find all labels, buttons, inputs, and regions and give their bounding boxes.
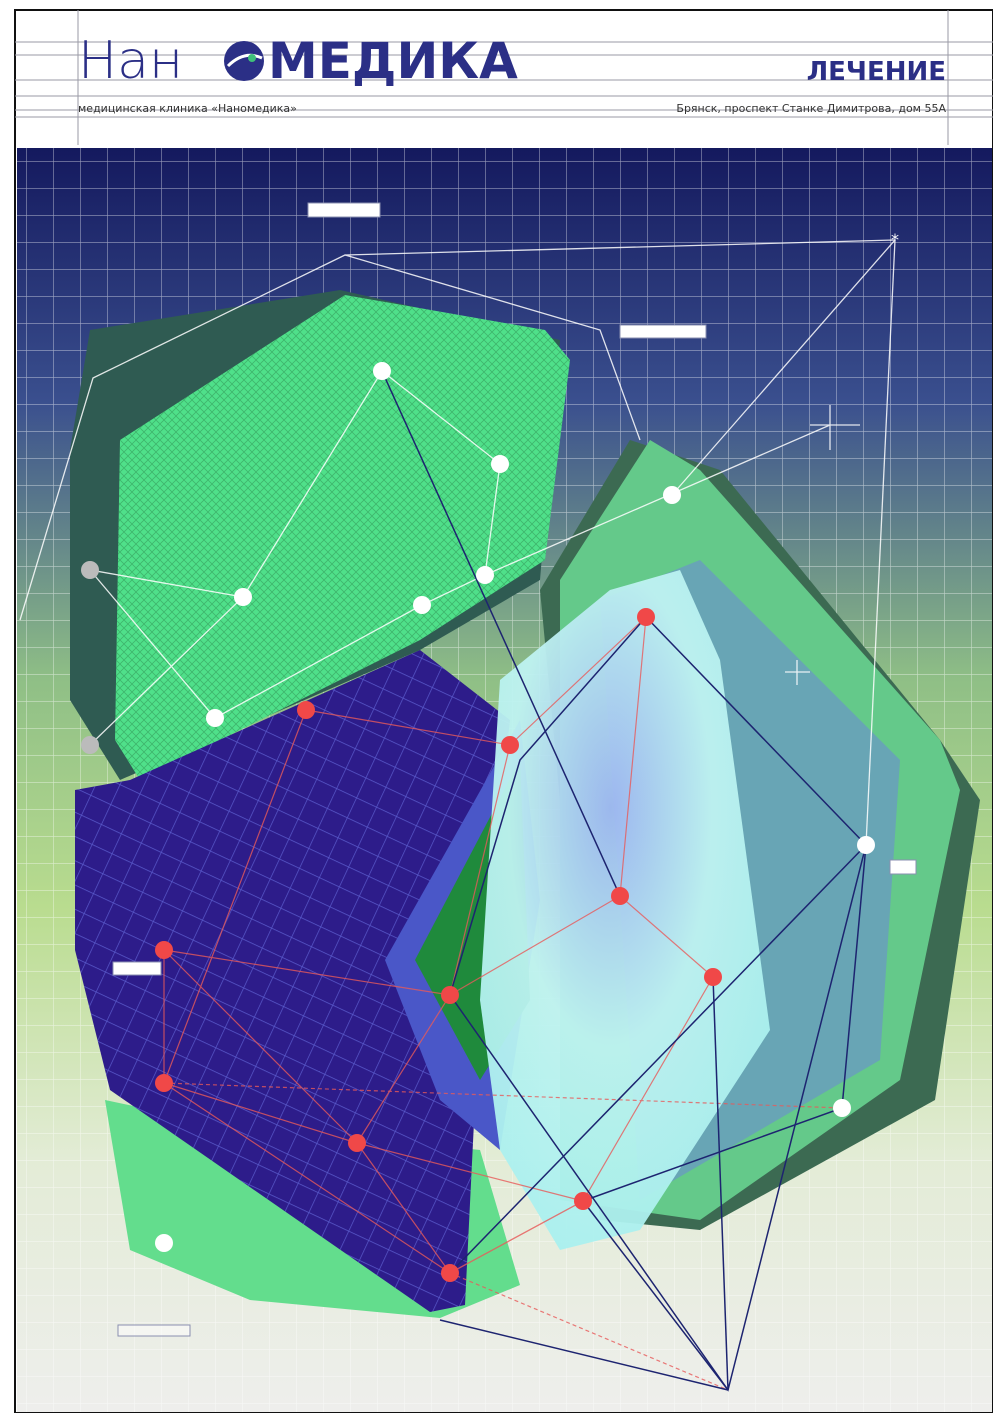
art-shape <box>484 424 831 576</box>
art-shape <box>619 324 707 339</box>
art-shape <box>449 1272 729 1391</box>
logo-left: Нан <box>78 31 183 91</box>
art-shape <box>81 362 875 1252</box>
art-shape <box>163 949 358 1144</box>
art-shape <box>155 941 173 959</box>
art-shape <box>611 887 629 905</box>
art-shape <box>348 1134 366 1152</box>
art-shape <box>833 1099 851 1117</box>
art-shape <box>865 239 896 846</box>
artwork: * <box>17 148 992 1412</box>
art-shape <box>381 370 621 897</box>
art-shape <box>637 608 655 626</box>
art-shape <box>81 561 99 579</box>
art-shape <box>155 608 722 1282</box>
art-shape <box>248 54 256 62</box>
art-shape <box>226 53 263 68</box>
art-shape <box>491 455 509 473</box>
art-shape <box>224 41 264 81</box>
logo-globe <box>224 41 264 81</box>
art-shape <box>480 570 770 1250</box>
art-shape <box>163 1082 843 1109</box>
art-shape <box>704 968 722 986</box>
art-shape <box>889 859 917 875</box>
art-shape <box>117 1324 191 1337</box>
art-shape <box>712 976 729 1391</box>
clinic-name: медицинская клиника «Наномедика» <box>78 102 297 115</box>
section-title: ЛЕЧЕНИЕ <box>807 57 946 87</box>
art-shape <box>582 1200 729 1391</box>
art-shape <box>476 566 494 584</box>
address: Брянск, проспект Станке Димитрова, дом 5… <box>676 102 946 115</box>
art-shape <box>75 650 510 1312</box>
art-shape <box>857 836 875 854</box>
art-shape <box>441 986 459 1004</box>
art-shape <box>501 736 519 754</box>
art-shape <box>381 370 868 1392</box>
art-shape <box>115 295 570 780</box>
art-shape <box>112 961 162 976</box>
art-shape <box>582 616 867 1202</box>
logo-right: МЕДИКА <box>268 32 518 90</box>
art-shape <box>297 701 315 719</box>
art-shape <box>449 842 868 1392</box>
header-guides <box>15 10 993 145</box>
art-shape <box>413 596 431 614</box>
art-shape <box>344 239 896 256</box>
art-shape <box>81 736 99 754</box>
art-shape <box>112 202 917 1337</box>
art-shape <box>671 239 896 496</box>
art-shape <box>373 362 391 380</box>
art-shape <box>449 616 647 996</box>
art-shape <box>441 1264 459 1282</box>
art-shape <box>307 202 381 218</box>
art-shape <box>155 1234 173 1252</box>
star: * <box>891 230 899 249</box>
art-shape <box>206 709 224 727</box>
art-shape <box>574 1192 592 1210</box>
art-shape <box>155 1074 173 1092</box>
art-shape <box>234 588 252 606</box>
art-shape <box>439 1319 729 1391</box>
art-shape <box>663 486 681 504</box>
